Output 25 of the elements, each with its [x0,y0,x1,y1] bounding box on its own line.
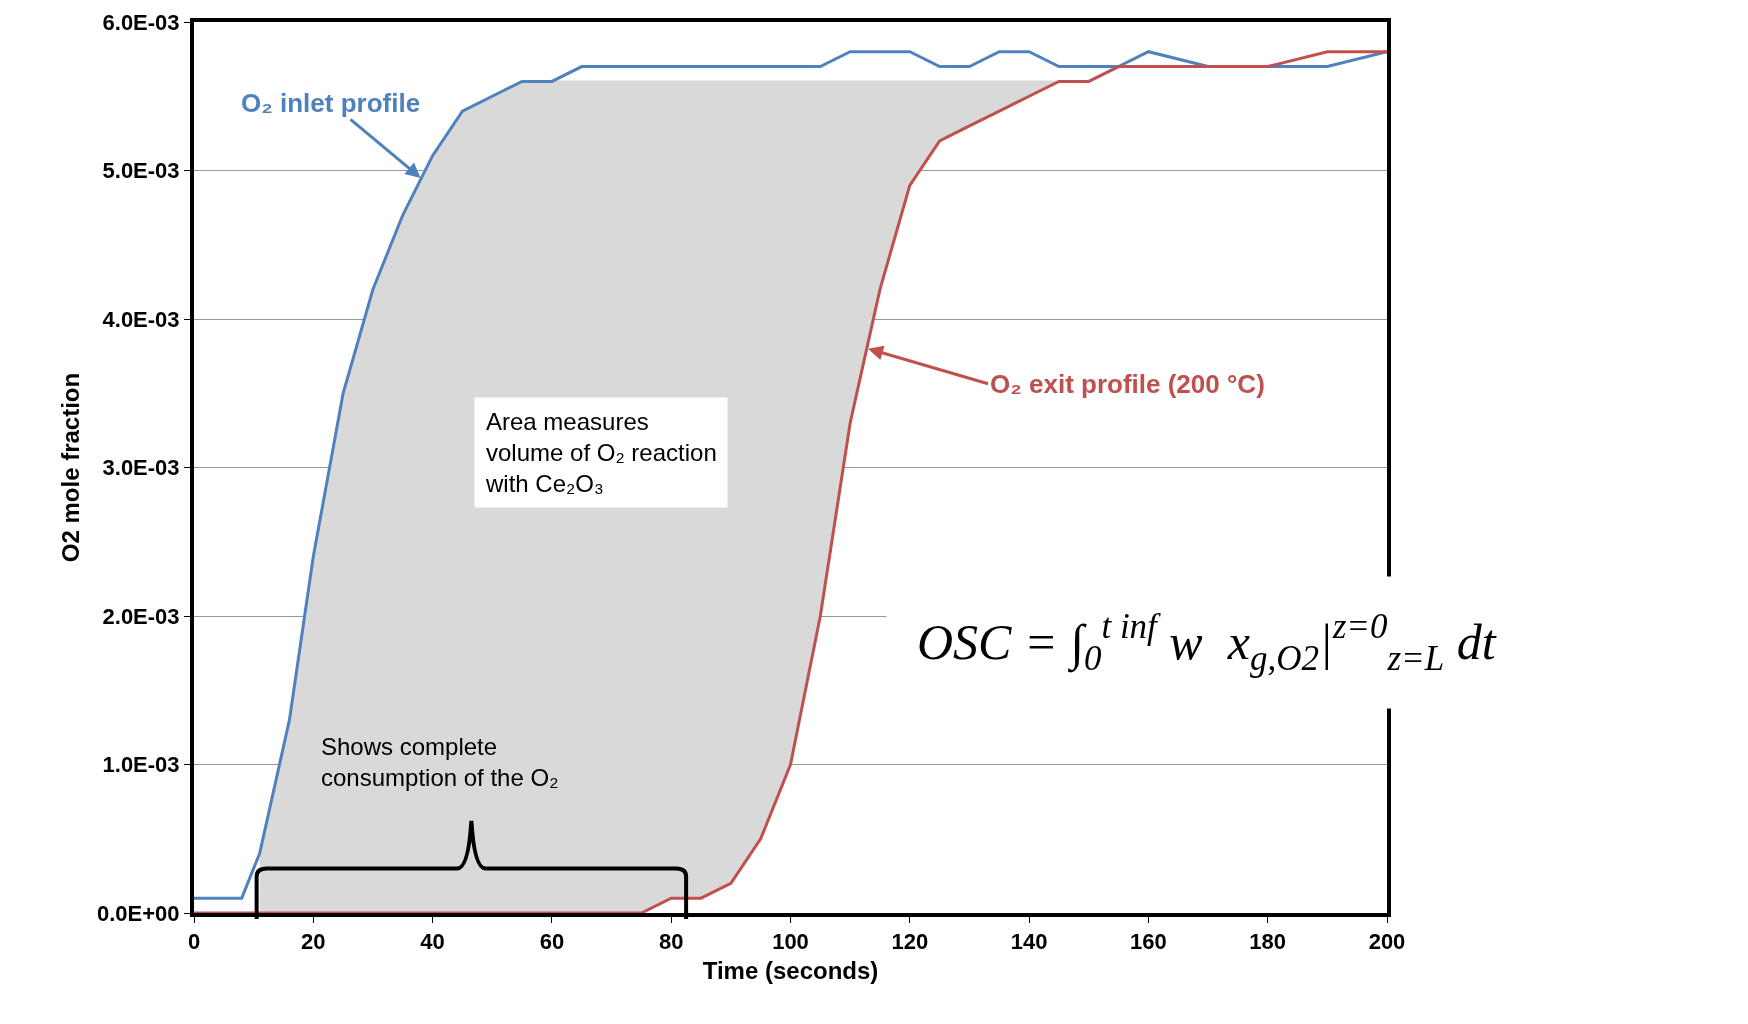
y-tick-label: 4.0E-03 [102,306,180,332]
x-tick-label: 180 [1249,929,1287,955]
x-tick-label: 160 [1130,929,1167,955]
x-tick-label: 60 [539,929,565,955]
y-tick-label: 3.0E-03 [102,455,180,481]
annotation: Area measures volume of O₂ reaction with Ce₂O₃ [485,408,717,498]
text: OSC = ∫$_{0}$$^{t inf}$ w x$_{g,O2}$|$^{z=0}$$_{z=L}$ dt [917,607,1496,678]
x-tick-label: 200 [1368,929,1406,955]
x-tick-label: 140 [1010,929,1048,955]
y-tick-label: 6.0E-03 [102,9,180,35]
x-tick-label: 20 [301,929,326,955]
annotation: Shows complete consumption of the O₂ [321,733,559,792]
x-tick-label: 120 [891,929,929,955]
x-tick-label: 100 [772,929,809,955]
y-tick-label: 5.0E-03 [102,158,180,184]
x-axis-title: Time (seconds) [702,957,879,985]
annotation: O₂ inlet profile [241,88,421,118]
y-tick-label: 2.0E-03 [102,603,180,629]
y-axis-title: O2 mole fraction [56,372,84,563]
x-tick-label: 80 [658,929,684,955]
y-tick-label: 1.0E-03 [102,752,180,778]
y-tick-label: 0.0E+00 [97,900,180,926]
x-tick-label: 40 [420,929,445,955]
annotation: O₂ exit profile (200 °C) [990,369,1265,399]
x-tick-label: 0 [187,929,201,955]
